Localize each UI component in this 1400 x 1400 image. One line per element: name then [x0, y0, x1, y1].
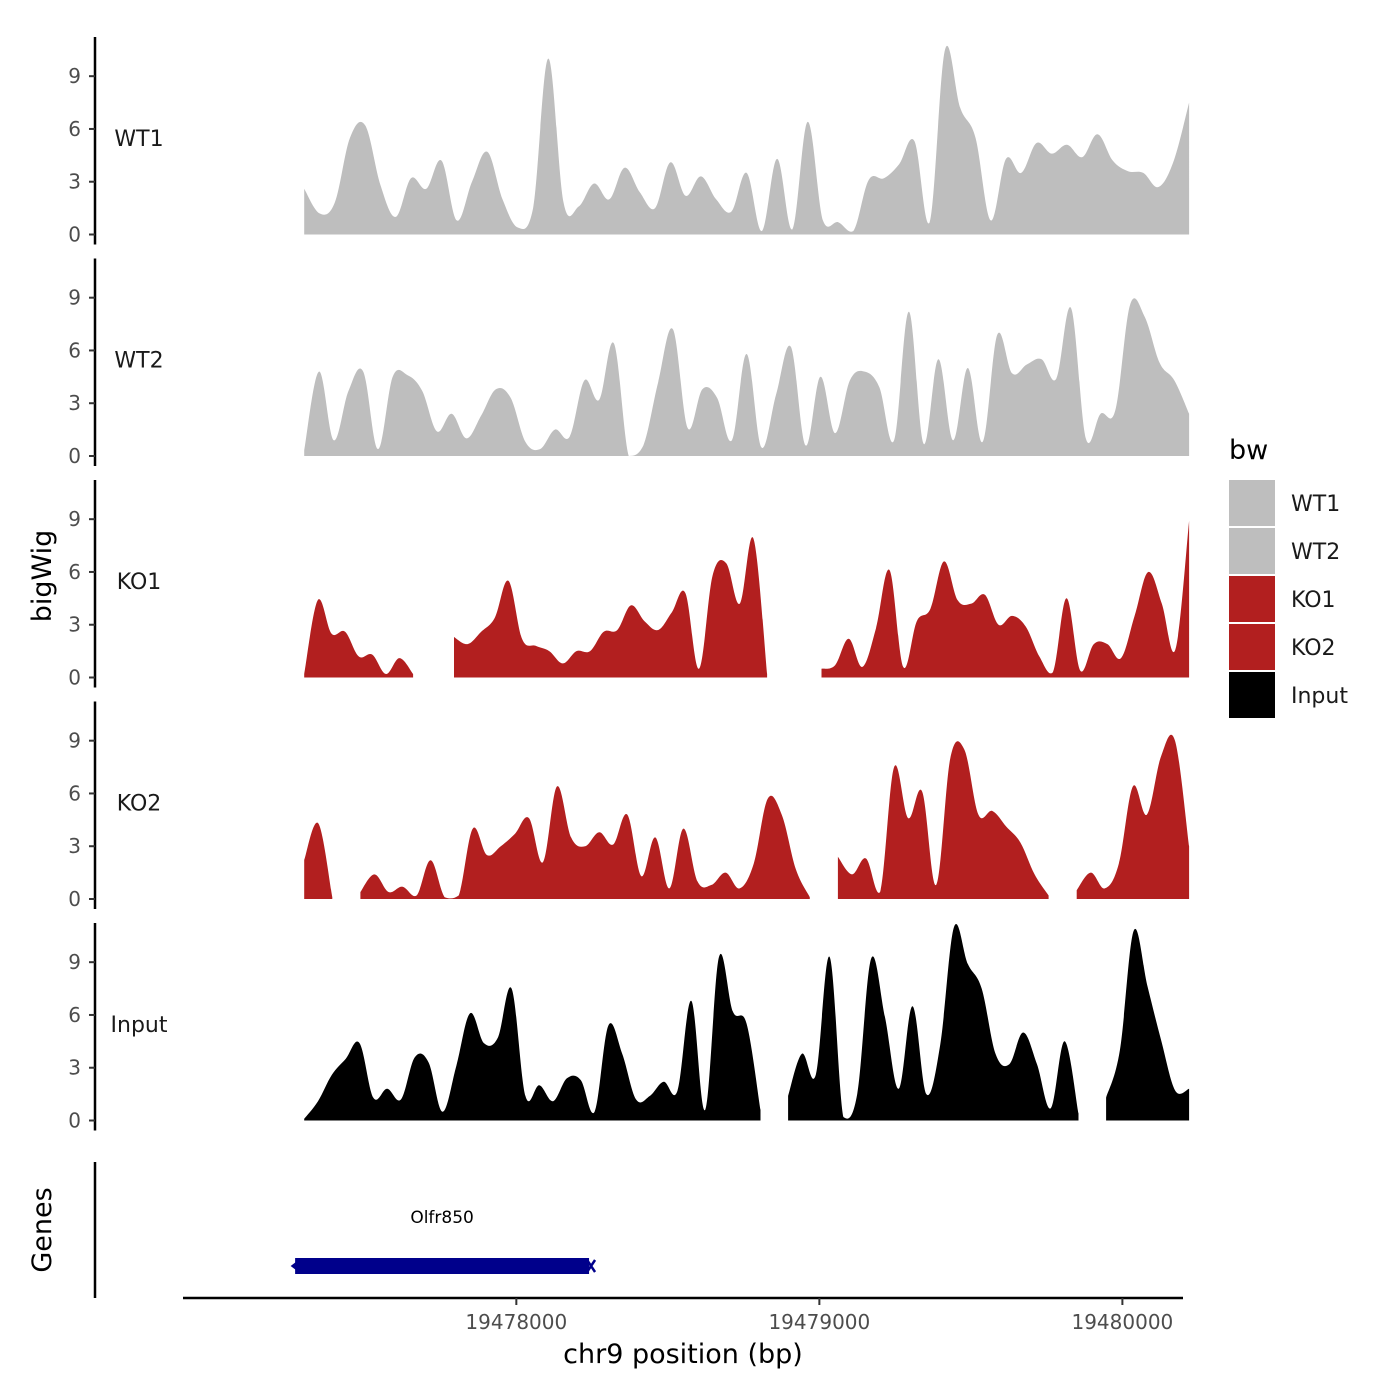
- track-label-wt2: WT2: [114, 348, 163, 373]
- x-tick-label: 19478000: [465, 1310, 567, 1334]
- x-tick-label: 19480000: [1071, 1310, 1173, 1334]
- legend-label-wt2: WT2: [1291, 540, 1340, 565]
- track-panel-input: 0 3 6 9 Input: [68, 923, 1190, 1133]
- genes-title: Genes: [27, 1187, 58, 1272]
- y-tick-label: 9: [68, 950, 81, 974]
- y-tick-label: 3: [68, 613, 81, 637]
- x-axis: 19478000 19479000 19480000 chr9 position (…: [183, 1296, 1183, 1370]
- legend-label-ko2: KO2: [1291, 636, 1336, 661]
- y-tick-label: 9: [68, 286, 81, 310]
- track-panel-ko1: 0 3 6 9 KO1: [68, 480, 1190, 690]
- area-ko2-segment: [360, 786, 810, 899]
- y-tick-label: 9: [68, 64, 81, 88]
- legend-key-wt1: [1229, 480, 1275, 526]
- y-tick-label: 0: [68, 887, 81, 911]
- y-tick-label: 3: [68, 391, 81, 415]
- track-panel-wt1: 0 3 6 9 WT1: [68, 37, 1190, 247]
- y-tick-label: 0: [68, 1109, 81, 1133]
- track-label-ko1: KO1: [117, 570, 162, 595]
- track-label-input: Input: [111, 1013, 168, 1038]
- area-ko2-segment: [1076, 734, 1190, 899]
- area-ko2-segment: [304, 822, 333, 899]
- gene-end-mark: [586, 1259, 597, 1273]
- y-axis-title: bigWig: [27, 530, 58, 623]
- y-tick-label: 9: [68, 729, 81, 753]
- y-tick-label: 3: [68, 170, 81, 194]
- track-panel-wt2: 0 3 6 9 WT2: [68, 258, 1190, 468]
- gene-strand-arrow: [290, 1258, 303, 1274]
- gene-body: [295, 1258, 590, 1274]
- y-tick-label: 0: [68, 666, 81, 690]
- legend-title: bw: [1229, 435, 1268, 466]
- legend-key-wt2: [1229, 528, 1275, 574]
- y-tick-label: 3: [68, 834, 81, 858]
- legend-label-wt1: WT1: [1291, 492, 1340, 517]
- x-ticks: 19478000 19479000 19480000: [465, 1298, 1173, 1334]
- area-ko2-segment: [837, 741, 1049, 899]
- area-wt1-segment: [304, 45, 1190, 235]
- genes-panel: Genes Olfr850: [27, 1162, 597, 1298]
- area-input-segment: [1106, 928, 1190, 1121]
- legend-label-input: Input: [1291, 684, 1348, 709]
- x-axis-title: chr9 position (bp): [563, 1339, 803, 1370]
- area-input-segment: [304, 953, 761, 1121]
- genes-layer: Olfr850: [290, 1208, 597, 1274]
- y-tick-label: 6: [68, 1003, 81, 1027]
- legend-label-ko1: KO1: [1291, 588, 1336, 613]
- legend-key-ko1: [1229, 576, 1275, 622]
- area-ko1-segment: [821, 520, 1190, 678]
- legend: bw WT1 WT2 KO1 KO2 Input: [1229, 435, 1348, 718]
- area-ko1-segment: [304, 599, 414, 678]
- track-panel-ko2: 0 3 6 9 KO2: [68, 701, 1190, 911]
- track-label-ko2: KO2: [117, 791, 162, 816]
- gene-label: Olfr850: [410, 1208, 474, 1228]
- legend-entries: WT1 WT2 KO1 KO2 Input: [1229, 480, 1348, 718]
- area-wt2-segment: [304, 298, 1190, 456]
- y-tick-label: 6: [68, 338, 81, 362]
- y-tick-label: 0: [68, 223, 81, 247]
- legend-key-input: [1229, 672, 1275, 718]
- y-tick-label: 0: [68, 444, 81, 468]
- y-tick-label: 6: [68, 117, 81, 141]
- y-tick-label: 6: [68, 560, 81, 584]
- track-label-wt1: WT1: [114, 127, 163, 152]
- x-tick-label: 19479000: [768, 1310, 870, 1334]
- y-tick-label: 3: [68, 1056, 81, 1080]
- y-tick-label: 9: [68, 507, 81, 531]
- y-tick-label: 6: [68, 781, 81, 805]
- area-ko1-segment: [454, 537, 768, 678]
- area-input-segment: [788, 924, 1079, 1121]
- tracks-layer: 0 3 6 9 WT1 0 3 6 9 WT2 0 3 6 9 KO1 0 3 6 9 KO2 0 3 6 9 Input: [68, 37, 1190, 1133]
- legend-key-ko2: [1229, 624, 1275, 670]
